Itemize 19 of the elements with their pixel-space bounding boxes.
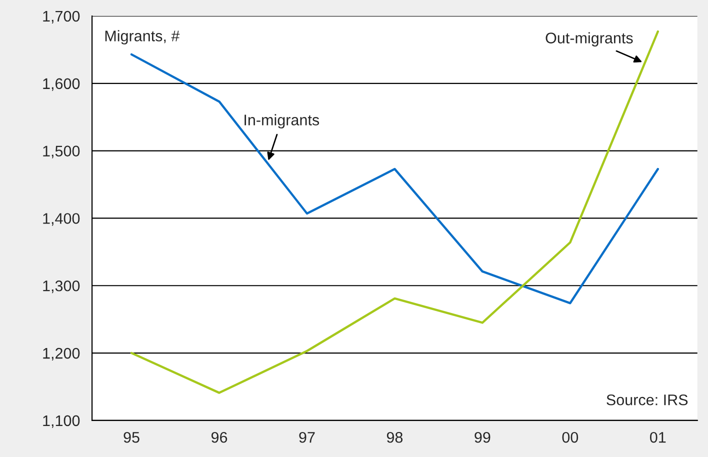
y-tick-label: 1,500 — [43, 146, 80, 158]
y-tick-label: 1,700 — [43, 10, 80, 24]
series-label: Out-migrants — [546, 32, 633, 46]
x-tick-label: 00 — [562, 432, 578, 443]
y-tick-label: 1,200 — [43, 348, 80, 361]
x-tick-label: 95 — [124, 432, 140, 443]
y-tick-label: 1,600 — [43, 78, 80, 91]
x-tick-label: 98 — [386, 432, 403, 443]
series-label: In-migrants — [244, 114, 320, 128]
y-axis-title: Migrants, # — [105, 30, 180, 44]
y-tick-label: 1,400 — [43, 213, 80, 226]
x-tick-label: 96 — [211, 432, 228, 443]
x-tick-label: 01 — [650, 432, 666, 443]
x-tick-label: 97 — [299, 432, 315, 443]
y-tick-label: 1,100 — [43, 415, 80, 428]
y-tick-label: 1,300 — [43, 280, 80, 294]
annotation: Source: IRS — [606, 394, 688, 406]
x-tick-label: 99 — [474, 432, 490, 443]
line-series — [130, 53, 660, 304]
